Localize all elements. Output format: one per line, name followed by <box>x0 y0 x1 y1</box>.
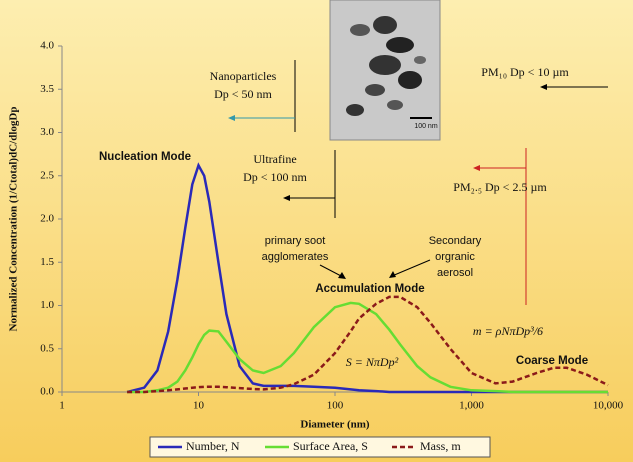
x-tick-label: 10,000 <box>593 400 624 412</box>
y-tick-label: 2.0 <box>40 213 54 225</box>
x-tick-label: 1,000 <box>459 400 484 412</box>
y-tick-label: 0.5 <box>40 342 54 354</box>
annotation: Dp < 50 nm <box>214 87 272 101</box>
inset-image <box>330 0 440 140</box>
x-tick-label: 10 <box>193 400 205 412</box>
annotation: Dp < 100 nm <box>243 170 307 184</box>
inset-label: 100 nm <box>414 123 438 130</box>
annotation: orgranic <box>435 251 475 263</box>
legend-label: Surface Area, S <box>293 439 368 453</box>
y-tick-label: 1.0 <box>40 299 54 311</box>
annotation: Secondary <box>429 235 482 247</box>
annotation: S = NπDp² <box>346 355 399 369</box>
y-tick-label: 3.0 <box>40 126 54 138</box>
annotation: primary soot <box>265 235 326 247</box>
annotation: aerosol <box>437 267 473 279</box>
annotation: Coarse Mode <box>516 355 588 367</box>
legend-label: Mass, m <box>420 439 461 453</box>
y-tick-label: 4.0 <box>40 40 54 52</box>
y-tick-label: 1.5 <box>40 256 54 268</box>
annotation: PM₁₀ Dp < 10 µm <box>481 65 569 79</box>
x-tick-label: 1 <box>59 400 65 412</box>
annotation: Ultrafine <box>253 152 296 166</box>
annotation: agglomerates <box>262 251 329 263</box>
y-tick-label: 3.5 <box>40 83 54 95</box>
legend-label: Number, N <box>186 439 240 453</box>
y-tick-label: 0.0 <box>40 386 54 398</box>
annotation: m = ρNπDp³/6 <box>473 324 543 338</box>
x-axis-title: Diameter (nm) <box>300 419 369 431</box>
annotation: PM₂.₅ Dp < 2.5 µm <box>453 180 547 194</box>
x-tick-label: 100 <box>327 400 344 412</box>
annotation: Accumulation Mode <box>315 283 424 295</box>
annotation: Nucleation Mode <box>99 151 191 163</box>
annotation: Nanoparticles <box>210 69 277 83</box>
y-tick-label: 2.5 <box>40 169 54 181</box>
chart: 100 nm Diameter (nm) Normalized Concentr… <box>0 0 633 462</box>
y-axis-title: Normalized Concentration (1/Ctotal)dC/dl… <box>8 107 20 332</box>
